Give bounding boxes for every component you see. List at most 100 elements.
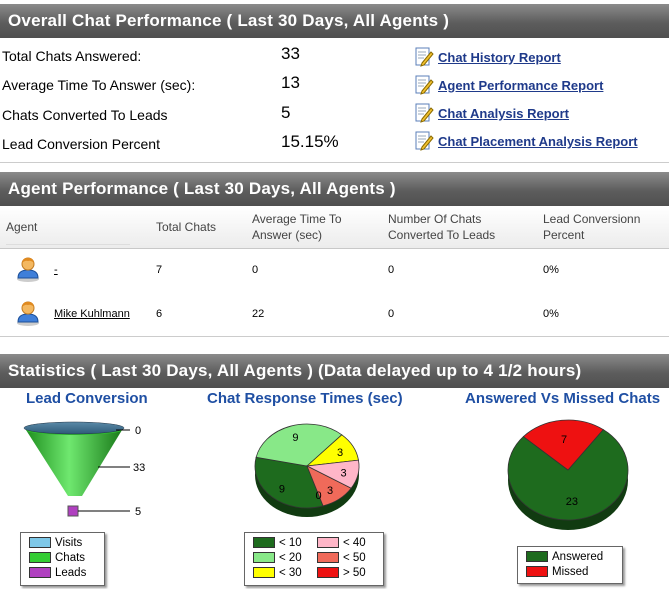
answered-missed-pie-chart: 23 7	[507, 419, 629, 530]
stat-label: Total Chats Answered:	[2, 48, 142, 64]
report-edit-icon	[415, 103, 434, 123]
report-link-label: Agent Performance Report	[438, 78, 604, 93]
legend-swatch	[29, 537, 51, 549]
report-link-label: Chat History Report	[438, 50, 561, 65]
column-header-conversion-percent: Lead Conversionn Percent	[543, 212, 641, 242]
legend-swatch	[317, 552, 339, 564]
legend-item: > 50	[317, 566, 366, 580]
pie-slice	[255, 423, 343, 467]
report-edit-icon	[415, 47, 434, 67]
stat-row: Average Time To Answer (sec): 13	[0, 71, 669, 99]
agent-name-link[interactable]: Mike Kuhlmann	[54, 308, 130, 320]
legend-item: Chats	[29, 551, 85, 565]
legend-swatch	[253, 552, 275, 564]
legend-label: Missed	[552, 566, 589, 578]
table-row: - 7 0 0 0%	[0, 248, 669, 292]
legend-item: Missed	[526, 565, 588, 579]
overall-performance-header: Overall Chat Performance ( Last 30 Days,…	[0, 4, 669, 38]
divider	[6, 244, 130, 245]
report-link-label: Chat Placement Analysis Report	[438, 134, 638, 149]
pie-value-label: 9	[279, 483, 285, 495]
legend-label: Visits	[55, 537, 83, 549]
legend-item: Visits	[29, 536, 82, 550]
agent-name-link[interactable]: -	[54, 264, 58, 276]
pie-value-label: 3	[337, 447, 343, 459]
legend-item: < 30	[253, 566, 302, 580]
legend-swatch	[317, 567, 339, 579]
pie-value-label: 3	[327, 485, 333, 497]
stat-value: 33	[281, 44, 300, 63]
pie-value-label: 23	[566, 496, 578, 508]
lead-conversion-funnel-chart: 0 33 5	[23, 421, 145, 518]
stat-value: 5	[281, 103, 291, 122]
response-times-title: Chat Response Times (sec)	[207, 390, 403, 407]
lead-conversion-title: Lead Conversion	[26, 390, 148, 407]
table-row: Mike Kuhlmann 6 22 0 0%	[0, 292, 669, 336]
legend-item: Leads	[29, 566, 86, 580]
statistics-header: Statistics ( Last 30 Days, All Agents ) …	[0, 354, 669, 388]
legend-item: < 50	[317, 551, 366, 565]
legend-label: > 50	[343, 567, 366, 579]
legend-swatch	[526, 551, 548, 563]
legend-label: Chats	[55, 552, 86, 564]
funnel-value-label: 33	[133, 462, 145, 474]
column-header-average-time: Average Time To Answer (sec)	[252, 212, 342, 242]
legend-label: < 50	[343, 552, 366, 564]
legend-swatch	[29, 552, 51, 564]
stat-value: 13	[281, 73, 300, 92]
user-icon	[17, 301, 39, 326]
legend-label: < 20	[279, 552, 302, 564]
lead-conversion-legend: Visits Chats Leads	[20, 532, 105, 586]
user-icon	[17, 257, 39, 282]
answered-missed-title: Answered Vs Missed Chats	[465, 390, 661, 407]
conversion-percent-value: 0%	[543, 308, 559, 320]
column-header-total-chats: Total Chats	[156, 220, 217, 234]
legend-label: Answered	[552, 551, 604, 563]
legend-swatch	[526, 566, 548, 578]
stat-row: Total Chats Answered: 33	[0, 42, 669, 70]
converted-value: 0	[388, 264, 395, 276]
funnel-chats-segment	[26, 430, 122, 496]
pie-value-label: 9	[292, 432, 298, 444]
stat-row: Lead Conversion Percent 15.15%	[0, 130, 669, 158]
legend-swatch	[317, 537, 339, 549]
total-chats-value: 6	[156, 308, 163, 320]
pie-value-label: 0	[316, 490, 322, 502]
report-edit-icon	[415, 75, 434, 95]
stat-value: 15.15%	[281, 132, 339, 151]
legend-item: < 40	[317, 536, 366, 550]
legend-label: < 30	[279, 567, 302, 579]
legend-label: Leads	[55, 567, 87, 579]
pie-slice	[522, 419, 604, 471]
answered-missed-legend: Answered Missed	[517, 546, 623, 584]
legend-item: < 20	[253, 551, 302, 565]
legend-swatch	[253, 537, 275, 549]
legend-swatch	[253, 567, 275, 579]
legend-item: Answered	[526, 550, 603, 564]
stat-label: Lead Conversion Percent	[2, 136, 160, 152]
funnel-leads-segment	[67, 505, 79, 517]
report-link-label: Chat Analysis Report	[438, 106, 569, 121]
pie-slice	[507, 429, 629, 521]
legend-swatch	[29, 567, 51, 579]
stat-label: Chats Converted To Leads	[2, 107, 168, 123]
divider	[0, 336, 669, 337]
pie-slice	[306, 465, 352, 507]
average-time-value: 22	[252, 308, 265, 320]
report-edit-icon	[415, 131, 434, 151]
total-chats-value: 7	[156, 264, 163, 276]
stat-label: Average Time To Answer (sec):	[2, 77, 196, 93]
column-header-agent: Agent	[6, 220, 38, 234]
average-time-value: 0	[252, 264, 259, 276]
column-header-chats-converted: Number Of Chats Converted To Leads	[388, 212, 496, 242]
conversion-percent-value: 0%	[543, 264, 559, 276]
agent-table-header: Agent Total Chats Average Time To Answer …	[0, 206, 669, 249]
pie-value-label: 7	[561, 434, 567, 446]
funnel-visits-segment	[23, 421, 125, 435]
funnel-value-label: 5	[135, 506, 141, 518]
converted-value: 0	[388, 308, 395, 320]
pie-value-label: 3	[341, 467, 347, 479]
legend-label: < 10	[279, 537, 302, 549]
stat-row: Chats Converted To Leads 5	[0, 101, 669, 129]
